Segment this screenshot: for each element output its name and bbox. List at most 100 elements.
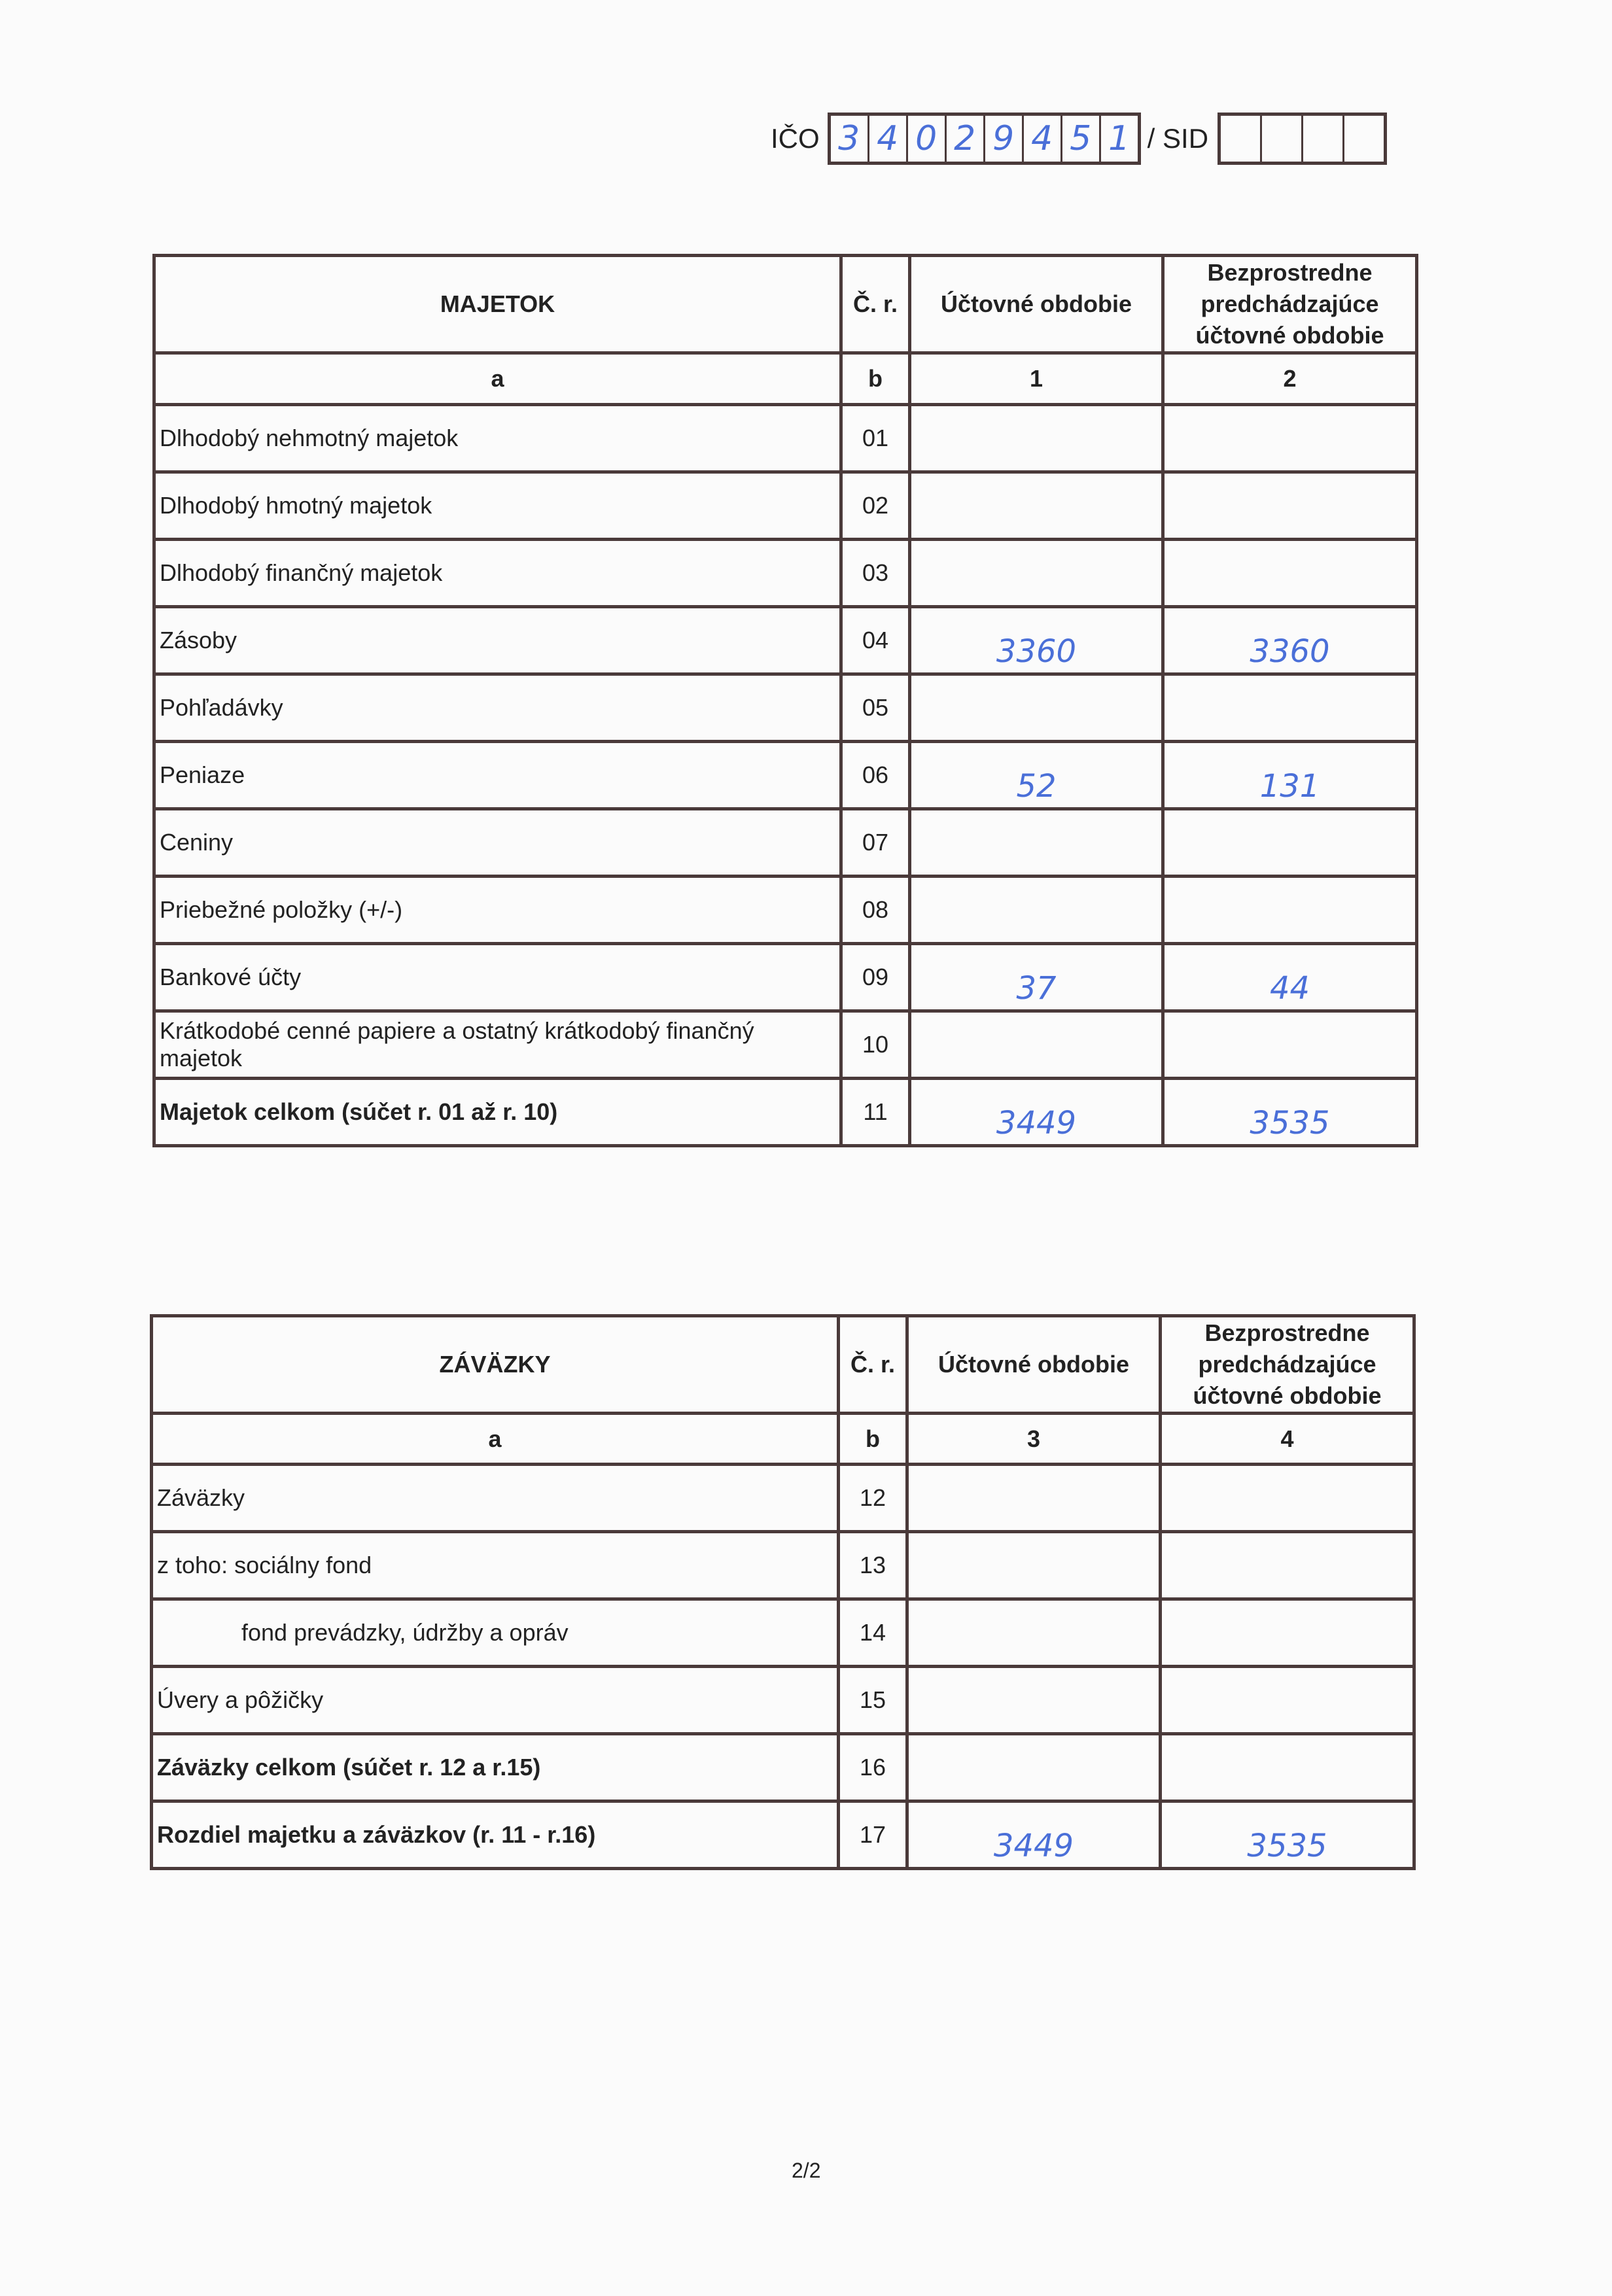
table-row: Majetok celkom (súčet r. 01 až r. 10) 11… <box>152 1077 1418 1147</box>
table-row: Dlhodobý nehmotný majetok 01 <box>152 403 1418 474</box>
current-period-value[interactable] <box>908 538 1165 608</box>
current-period-value[interactable] <box>908 470 1165 541</box>
previous-period-value[interactable]: 131 <box>1161 740 1418 810</box>
col-header-row-no: Č. r. <box>837 1314 909 1415</box>
row-label: Majetok celkom (súčet r. 01 až r. 10) <box>152 1077 843 1147</box>
previous-period-value[interactable] <box>1159 1732 1416 1803</box>
row-label: Záväzky celkom (súčet r. 12 a r.15) <box>150 1732 840 1803</box>
previous-period-value[interactable] <box>1161 470 1418 541</box>
current-period-value[interactable] <box>905 1597 1162 1668</box>
page-number: 2/2 <box>792 2159 821 2182</box>
col-code: 1 <box>908 351 1165 406</box>
table-row: Záväzky 12 <box>150 1463 1416 1533</box>
row-number: 05 <box>839 672 911 743</box>
table-row: Krátkodobé cenné papiere a ostatný krátk… <box>152 1009 1418 1080</box>
sid-field[interactable] <box>1218 113 1388 165</box>
sid-digit[interactable] <box>1342 116 1384 162</box>
sid-label: / SID <box>1147 123 1209 154</box>
current-period-value[interactable] <box>908 1009 1165 1080</box>
previous-period-value[interactable] <box>1161 1009 1418 1080</box>
current-period-value[interactable]: 3449 <box>908 1077 1165 1147</box>
header-row: MAJETOK Č. r. Účtovné obdobie Bezprostre… <box>152 254 1418 355</box>
current-period-value[interactable] <box>908 672 1165 743</box>
previous-period-value[interactable]: 3535 <box>1159 1800 1416 1870</box>
table-row: Zásoby 04 3360 3360 <box>152 605 1418 676</box>
ico-digit[interactable]: 1 <box>1098 116 1138 162</box>
row-label: Dlhodobý nehmotný majetok <box>152 403 843 474</box>
row-number: 06 <box>839 740 911 810</box>
previous-period-value[interactable]: 3360 <box>1161 605 1418 676</box>
previous-period-value[interactable] <box>1159 1463 1416 1533</box>
previous-period-value[interactable]: 44 <box>1161 942 1418 1013</box>
table-row: z toho: sociálny fond 13 <box>150 1530 1416 1601</box>
col-header-previous: Bezprostredne predchádzajúce účtovné obd… <box>1159 1314 1416 1415</box>
table-row: Peniaze 06 52 131 <box>152 740 1418 810</box>
row-number: 01 <box>839 403 911 474</box>
ico-digit[interactable]: 4 <box>1021 116 1060 162</box>
current-period-value[interactable] <box>905 1530 1162 1601</box>
col-code: 4 <box>1159 1412 1416 1466</box>
row-label: Zásoby <box>152 605 843 676</box>
previous-period-value[interactable] <box>1161 875 1418 945</box>
previous-period-value[interactable] <box>1159 1597 1416 1668</box>
row-label: Pohľadávky <box>152 672 843 743</box>
col-header-previous: Bezprostredne predchádzajúce účtovné obd… <box>1161 254 1418 355</box>
current-period-value[interactable]: 3360 <box>908 605 1165 676</box>
current-period-value[interactable]: 37 <box>908 942 1165 1013</box>
row-number: 17 <box>837 1800 909 1870</box>
col-code: a <box>152 351 843 406</box>
row-label: Dlhodobý finančný majetok <box>152 538 843 608</box>
row-label: Krátkodobé cenné papiere a ostatný krátk… <box>152 1009 843 1080</box>
col-header-current: Účtovné obdobie <box>905 1314 1162 1415</box>
table-row: Rozdiel majetku a záväzkov (r. 11 - r.16… <box>150 1800 1416 1870</box>
table-row: Ceniny 07 <box>152 807 1418 878</box>
current-period-value[interactable]: 52 <box>908 740 1165 810</box>
column-code-row: a b 1 2 <box>152 351 1418 406</box>
sid-digit[interactable] <box>1301 116 1342 162</box>
current-period-value[interactable] <box>908 875 1165 945</box>
row-number: 14 <box>837 1597 909 1668</box>
header-row: ZÁVÄZKY Č. r. Účtovné obdobie Bezprostre… <box>150 1314 1416 1415</box>
ico-digit[interactable]: 5 <box>1060 116 1099 162</box>
previous-period-value[interactable] <box>1161 403 1418 474</box>
column-code-row: a b 3 4 <box>150 1412 1416 1466</box>
current-period-value[interactable] <box>908 807 1165 878</box>
row-number: 11 <box>839 1077 911 1147</box>
table-row: fond prevádzky, údržby a opráv 14 <box>150 1597 1416 1668</box>
ico-digit[interactable]: 9 <box>983 116 1022 162</box>
previous-period-value[interactable] <box>1161 807 1418 878</box>
current-period-value[interactable] <box>905 1665 1162 1735</box>
col-header-name: ZÁVÄZKY <box>150 1314 840 1415</box>
row-label: Úvery a pôžičky <box>150 1665 840 1735</box>
row-label: Ceniny <box>152 807 843 878</box>
ico-digit[interactable]: 3 <box>838 119 860 158</box>
col-code: a <box>150 1412 840 1466</box>
row-label: Peniaze <box>152 740 843 810</box>
current-period-value[interactable] <box>908 403 1165 474</box>
row-label: z toho: sociálny fond <box>150 1530 840 1601</box>
previous-period-value[interactable]: 3535 <box>1161 1077 1418 1147</box>
current-period-value[interactable]: 3449 <box>905 1800 1162 1870</box>
current-period-value[interactable] <box>905 1732 1162 1803</box>
row-number: 16 <box>837 1732 909 1803</box>
ico-digit[interactable]: 0 <box>905 116 945 162</box>
row-label: Dlhodobý hmotný majetok <box>152 470 843 541</box>
row-label: Bankové účty <box>152 942 843 1013</box>
previous-period-value[interactable] <box>1159 1665 1416 1735</box>
previous-period-value[interactable] <box>1161 672 1418 743</box>
ico-digit[interactable]: 4 <box>867 116 906 162</box>
ico-digit[interactable]: 2 <box>944 116 983 162</box>
previous-period-value[interactable] <box>1161 538 1418 608</box>
row-number: 10 <box>839 1009 911 1080</box>
ico-label: IČO <box>771 123 820 154</box>
sid-digit[interactable] <box>1221 116 1260 162</box>
current-period-value[interactable] <box>905 1463 1162 1533</box>
previous-period-value[interactable] <box>1159 1530 1416 1601</box>
table-row: Bankové účty 09 37 44 <box>152 942 1418 1013</box>
table-row: Dlhodobý hmotný majetok 02 <box>152 470 1418 541</box>
ico-field[interactable]: 3 4 0 2 9 4 5 1 <box>827 113 1141 165</box>
col-code: 3 <box>905 1412 1162 1466</box>
sid-digit[interactable] <box>1260 116 1301 162</box>
ico-sid-header: IČO 3 4 0 2 9 4 5 1 / SID <box>771 113 1388 165</box>
col-header-name: MAJETOK <box>152 254 843 355</box>
